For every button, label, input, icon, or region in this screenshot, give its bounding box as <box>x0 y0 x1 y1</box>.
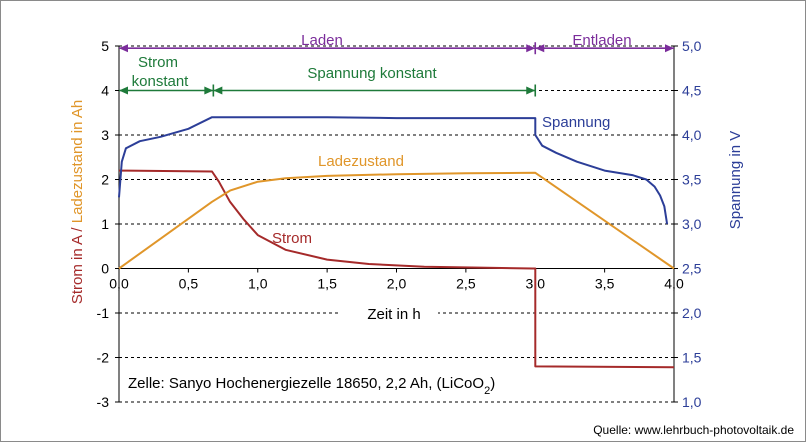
y-left-tick-label: -3 <box>97 394 110 410</box>
arrow-entladen-head-right <box>665 44 674 53</box>
series-label-spannung: Spannung <box>542 114 610 131</box>
annotation-strom-konstant-1: Strom <box>138 54 178 71</box>
y-right-tick-label: 4,0 <box>682 127 702 143</box>
x-tick-label: 1,5 <box>317 276 337 292</box>
arrow-entladen-head-left <box>535 44 545 53</box>
cell-info-subscript: 2 <box>484 385 490 397</box>
cell-info-suffix: ) <box>490 375 495 392</box>
series-line-spannung <box>118 116 669 225</box>
annotation-strom-konstant-2: konstant <box>132 73 190 90</box>
y-right-tick-label: 1,5 <box>682 350 702 366</box>
y-right-tick-label: 5,0 <box>682 38 702 54</box>
y-left-tick-label: 2 <box>101 172 109 188</box>
series-line-strom <box>118 169 675 369</box>
x-axis-label: Zeit in h <box>367 306 420 323</box>
cell-info-prefix: Zelle: Sanyo Hochenergiezelle 18650, 2,2… <box>128 375 484 392</box>
grid-lines <box>119 45 674 403</box>
x-tick-label: 2,5 <box>456 276 476 292</box>
arrow-spannung-konstant-head-right <box>526 86 536 95</box>
y-axis-left-label: Strom in A / Ladezustand in Ah <box>69 100 86 304</box>
y-left-tick-label: -1 <box>97 305 110 321</box>
source-credit: Quelle: www.lehrbuch-photovoltaik.de <box>593 423 794 437</box>
y-right-tick-label: 2,0 <box>682 305 702 321</box>
y-right-tick-label: 4,5 <box>682 83 702 99</box>
y-left-tick-label: 5 <box>101 38 109 54</box>
x-tick-label: 3,5 <box>595 276 615 292</box>
y-right-tick-label: 3,5 <box>682 172 702 188</box>
series-lines <box>118 116 675 369</box>
cell-info: Zelle: Sanyo Hochenergiezelle 18650, 2,2… <box>128 375 495 397</box>
x-tick-label: 4,0 <box>664 276 684 292</box>
y-right-tick-label: 2,5 <box>682 261 702 277</box>
y-left-tick-label: 4 <box>101 83 109 99</box>
y-left-tick-label: -2 <box>97 350 110 366</box>
series-label-ladezustand: Ladezustand <box>318 153 404 170</box>
axes: -3 -2 -1 0 1 2 3 4 5 1,0 1,5 2,0 2,5 3,0 3,5 4,0 4,5 5,0 0… <box>97 38 702 410</box>
y-left-label-strom: Strom in A <box>69 235 86 304</box>
arrow-spannung-konstant-head-left <box>213 86 223 95</box>
y-left-label-ladezustand: Ladezustand in Ah <box>69 100 86 223</box>
series-label-strom: Strom <box>272 230 312 247</box>
y-left-tick-label: 0 <box>101 261 109 277</box>
y-left-label-separator: / <box>69 223 86 236</box>
series-line-ladezustand <box>118 171 675 270</box>
y-axis-right-label: Spannung in V <box>727 131 744 229</box>
phase-arrows <box>119 42 674 97</box>
x-tick-label: 2,0 <box>387 276 407 292</box>
y-left-tick-label: 1 <box>101 216 109 232</box>
arrow-strom-konstant-head-right <box>204 86 214 95</box>
annotation-laden: Laden <box>301 32 343 49</box>
x-tick-label: 1,0 <box>248 276 268 292</box>
x-tick-label: 0,0 <box>109 276 129 292</box>
y-left-tick-label: 3 <box>101 127 109 143</box>
arrow-laden-head-right <box>526 44 536 53</box>
annotation-entladen: Entladen <box>572 32 631 49</box>
arrow-laden-head-left <box>119 44 128 53</box>
y-right-tick-label: 1,0 <box>682 394 702 410</box>
x-tick-label: 0,5 <box>179 276 199 292</box>
y-right-tick-label: 3,0 <box>682 216 702 232</box>
annotation-spannung-konstant: Spannung konstant <box>307 65 437 82</box>
arrow-strom-konstant-head-left <box>119 86 128 95</box>
